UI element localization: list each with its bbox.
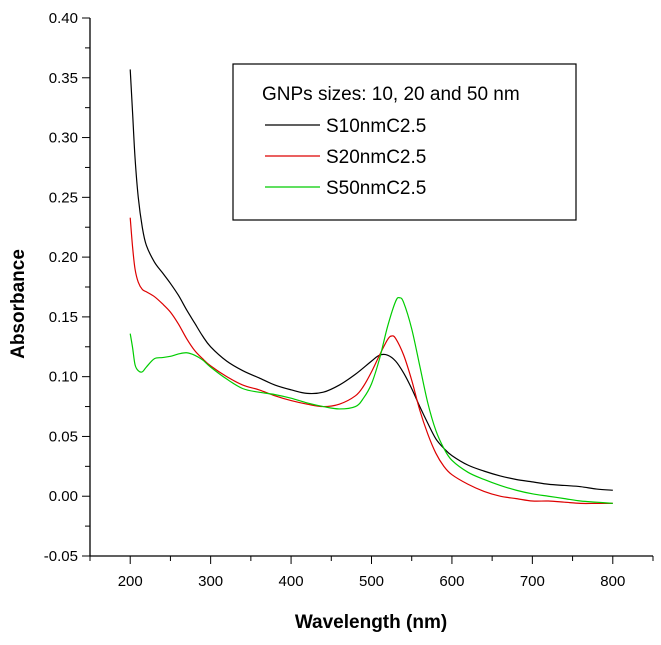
x-tick-label: 500 (359, 573, 384, 590)
series-line-s50nmc2.5 (129, 296, 613, 504)
y-axis-title: Absorbance (8, 249, 29, 359)
x-tick-label: 800 (600, 573, 625, 590)
y-axis-ticks: -0.05 0.00 0.05 0.10 0.15 0.20 0.25 0.30 0.35 0.4… (44, 10, 90, 565)
legend-title: GNPs sizes: 10, 20 and 50 nm (262, 84, 520, 105)
y-tick-label: 0.15 (49, 309, 78, 326)
y-tick-label: 0.25 (49, 189, 78, 206)
y-tick-label: 0.40 (49, 10, 78, 27)
x-axis-title: Wavelength (nm) (295, 612, 447, 633)
legend-label-s20nm: S20nmC2.5 (326, 147, 426, 168)
y-tick-label: 0.00 (49, 488, 78, 505)
y-tick-label: 0.20 (49, 249, 78, 266)
y-tick-label: 0.05 (49, 428, 78, 445)
series-line-s10nmc2.5 (129, 69, 613, 491)
x-axis-ticks: 200 300 400 500 600 700 800 (89, 556, 654, 590)
x-tick-label: 300 (198, 573, 223, 590)
legend-label-s50nm: S50nmC2.5 (326, 178, 426, 199)
x-tick-label: 700 (520, 573, 545, 590)
series-lines (129, 69, 613, 505)
x-tick-label: 200 (118, 573, 143, 590)
legend-box (232, 63, 577, 221)
x-tick-label: 400 (279, 573, 304, 590)
y-tick-label: -0.05 (44, 548, 78, 565)
y-tick-label: 0.35 (49, 70, 78, 87)
y-tick-label: 0.10 (49, 369, 78, 386)
series-line-s20nmc2.5 (129, 217, 613, 505)
legend-label-s10nm: S10nmC2.5 (326, 116, 426, 137)
y-tick-label: 0.30 (49, 130, 78, 147)
x-tick-label: 600 (439, 573, 464, 590)
legend: GNPs sizes: 10, 20 and 50 nm S10nmC2.5 S… (232, 63, 577, 221)
